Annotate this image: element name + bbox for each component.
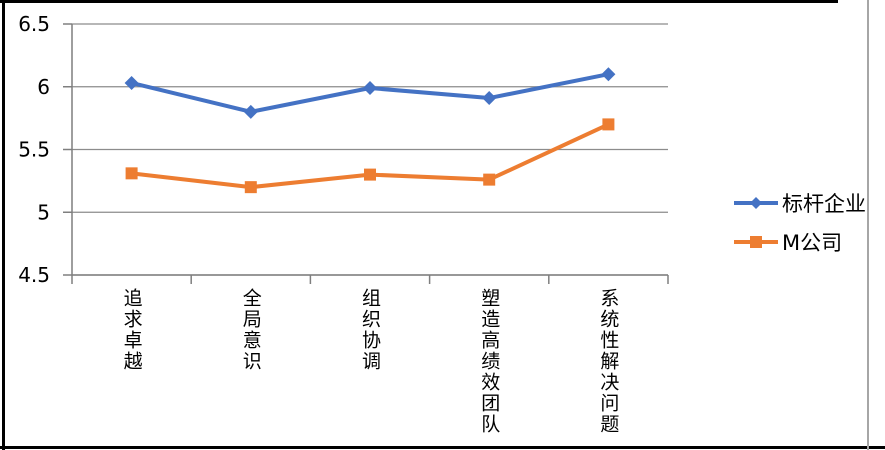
frame-border-left bbox=[2, 0, 5, 450]
legend-swatch-diamond-icon bbox=[734, 197, 778, 209]
legend-label: M公司 bbox=[782, 231, 843, 255]
y-axis-label: 5 bbox=[37, 200, 50, 224]
y-axis-label: 6 bbox=[37, 75, 50, 99]
data-point-marker bbox=[601, 67, 616, 82]
legend-item: 标杆企业 bbox=[733, 192, 866, 216]
diamond-icon bbox=[750, 197, 762, 209]
data-point-marker bbox=[125, 167, 138, 180]
y-axis-label: 5.5 bbox=[18, 138, 50, 162]
data-point-marker bbox=[244, 181, 257, 194]
square-icon bbox=[750, 236, 762, 248]
frame-border-right bbox=[867, 0, 869, 450]
data-point-marker bbox=[602, 118, 615, 131]
y-axis-label: 6.5 bbox=[18, 12, 50, 36]
chart-legend: 标杆企业 M公司 bbox=[733, 192, 866, 255]
data-point-marker bbox=[483, 173, 496, 186]
frame-border-bottom bbox=[0, 446, 885, 449]
frame-border-top bbox=[0, 0, 838, 3]
data-point-marker bbox=[363, 81, 377, 96]
legend-label: 标杆企业 bbox=[782, 192, 866, 216]
y-axis-label: 4.5 bbox=[18, 263, 50, 287]
data-point-marker bbox=[243, 104, 258, 119]
data-point-marker bbox=[482, 91, 497, 106]
legend-item: M公司 bbox=[733, 231, 866, 255]
data-point-marker bbox=[124, 75, 139, 90]
data-point-marker bbox=[364, 168, 376, 181]
legend-swatch-square-icon bbox=[734, 236, 778, 248]
